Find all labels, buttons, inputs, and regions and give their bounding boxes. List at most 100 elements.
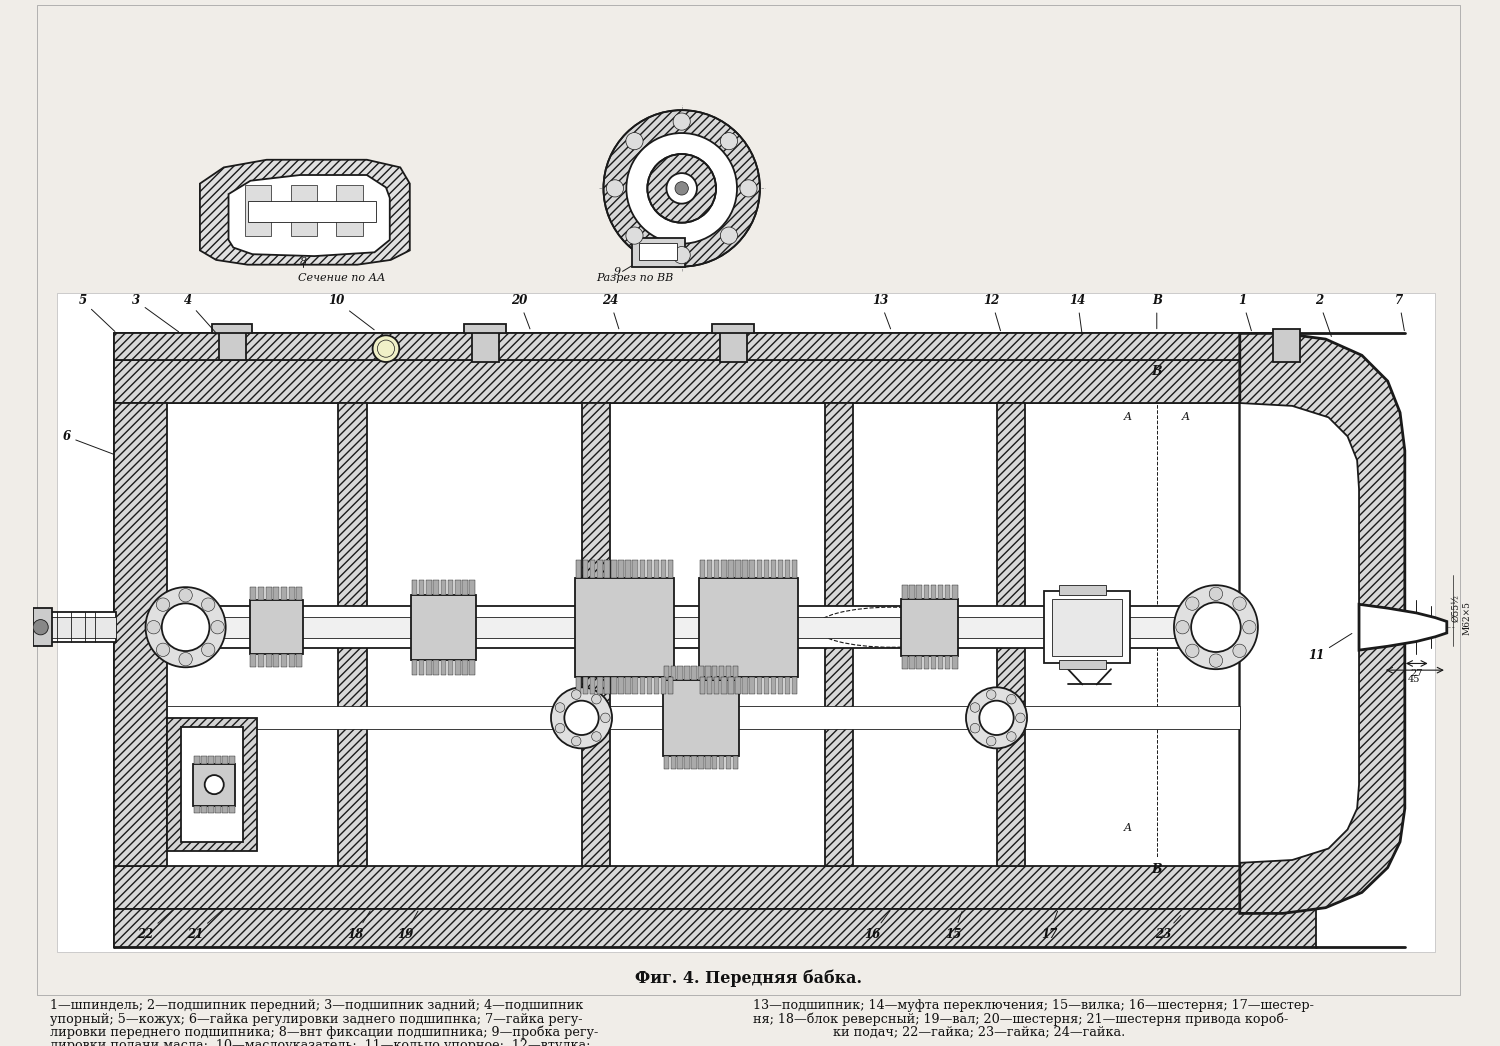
Text: Сечение по АА: Сечение по АА <box>298 273 386 283</box>
Bar <box>219 329 246 360</box>
Bar <box>938 585 944 598</box>
Text: 20: 20 <box>512 294 530 328</box>
Circle shape <box>378 340 394 358</box>
Bar <box>756 561 762 577</box>
Bar <box>718 666 724 680</box>
Bar <box>222 756 228 764</box>
Bar <box>639 677 645 693</box>
Circle shape <box>555 724 566 733</box>
Bar <box>576 677 580 693</box>
Bar <box>291 184 318 236</box>
Bar <box>447 579 453 595</box>
Text: 10: 10 <box>328 294 374 329</box>
Circle shape <box>204 775 224 794</box>
Bar <box>670 666 676 680</box>
Bar <box>764 677 770 693</box>
Bar <box>576 561 580 577</box>
Bar <box>1059 585 1106 595</box>
Bar <box>411 595 476 660</box>
Circle shape <box>591 732 602 742</box>
Bar <box>584 561 588 577</box>
Bar <box>114 360 1240 403</box>
Bar <box>584 677 588 693</box>
Bar <box>201 805 207 813</box>
Text: 5: 5 <box>78 294 116 332</box>
Bar <box>249 600 303 654</box>
Text: B: B <box>1152 863 1162 877</box>
Text: 7: 7 <box>1395 294 1404 331</box>
Bar <box>266 587 272 600</box>
Bar <box>952 585 957 598</box>
Text: 16: 16 <box>864 911 889 941</box>
Bar <box>930 656 936 669</box>
Bar <box>462 579 468 595</box>
Bar <box>756 677 762 693</box>
Bar <box>411 579 417 595</box>
Text: 13—подшипник; 14—муфта переключения; 15—вилка; 16—шестерня; 17—шестер-: 13—подшипник; 14—муфта переключения; 15—… <box>753 999 1314 1013</box>
Circle shape <box>675 182 688 195</box>
Bar <box>705 756 711 770</box>
Bar <box>684 756 690 770</box>
Bar <box>668 561 674 577</box>
Circle shape <box>970 724 980 733</box>
Bar <box>771 677 776 693</box>
Bar <box>699 666 703 680</box>
Text: 15: 15 <box>945 911 962 941</box>
Circle shape <box>564 701 598 735</box>
Bar <box>230 805 234 813</box>
Bar <box>742 677 748 693</box>
Bar <box>996 403 1024 866</box>
Bar <box>597 677 603 693</box>
Bar <box>297 587 302 600</box>
Bar <box>670 756 676 770</box>
Bar <box>735 561 741 577</box>
Bar <box>251 587 257 600</box>
Bar <box>209 756 213 764</box>
Bar <box>706 677 712 693</box>
Bar <box>258 587 264 600</box>
Polygon shape <box>1359 605 1448 651</box>
Bar <box>678 666 682 680</box>
Circle shape <box>1209 654 1222 667</box>
Bar <box>924 656 928 669</box>
Bar <box>952 656 957 669</box>
Bar <box>590 561 596 577</box>
Circle shape <box>201 598 214 611</box>
Bar <box>706 561 712 577</box>
Text: 45: 45 <box>1408 675 1420 684</box>
Bar <box>618 677 624 693</box>
Circle shape <box>591 695 602 704</box>
Bar <box>771 561 776 577</box>
Text: 17: 17 <box>1041 911 1058 941</box>
Bar <box>1059 660 1106 669</box>
Bar <box>266 654 272 667</box>
Text: 13: 13 <box>871 294 891 328</box>
Bar <box>201 756 207 764</box>
Bar <box>728 561 734 577</box>
Bar <box>462 660 468 675</box>
Circle shape <box>666 173 698 204</box>
Bar <box>718 756 724 770</box>
Text: лировки переднего подшипника; 8—внт фиксации подшипника; 9—пробка регу-: лировки переднего подшипника; 8—внт фикс… <box>50 1026 598 1040</box>
Bar <box>1044 591 1130 663</box>
Circle shape <box>1233 597 1246 610</box>
Bar <box>426 579 432 595</box>
Text: ки подач; 22—гайка; 23—гайка; 24—гайка.: ки подач; 22—гайка; 23—гайка; 24—гайка. <box>753 1026 1125 1039</box>
Circle shape <box>572 689 580 700</box>
Bar <box>705 666 711 680</box>
Bar <box>916 656 922 669</box>
Text: 21: 21 <box>188 910 222 941</box>
Text: 9: 9 <box>614 268 621 277</box>
Bar <box>938 656 944 669</box>
Bar <box>166 617 1240 638</box>
Circle shape <box>1233 644 1246 658</box>
Bar <box>441 579 446 595</box>
Text: Фиг. 4. Передняя бабка.: Фиг. 4. Передняя бабка. <box>634 970 862 987</box>
Bar <box>214 756 220 764</box>
Text: B: B <box>1152 294 1161 328</box>
Bar <box>916 585 922 598</box>
Bar <box>244 184 272 236</box>
Circle shape <box>146 587 225 667</box>
Bar <box>248 201 376 222</box>
Bar <box>792 677 798 693</box>
